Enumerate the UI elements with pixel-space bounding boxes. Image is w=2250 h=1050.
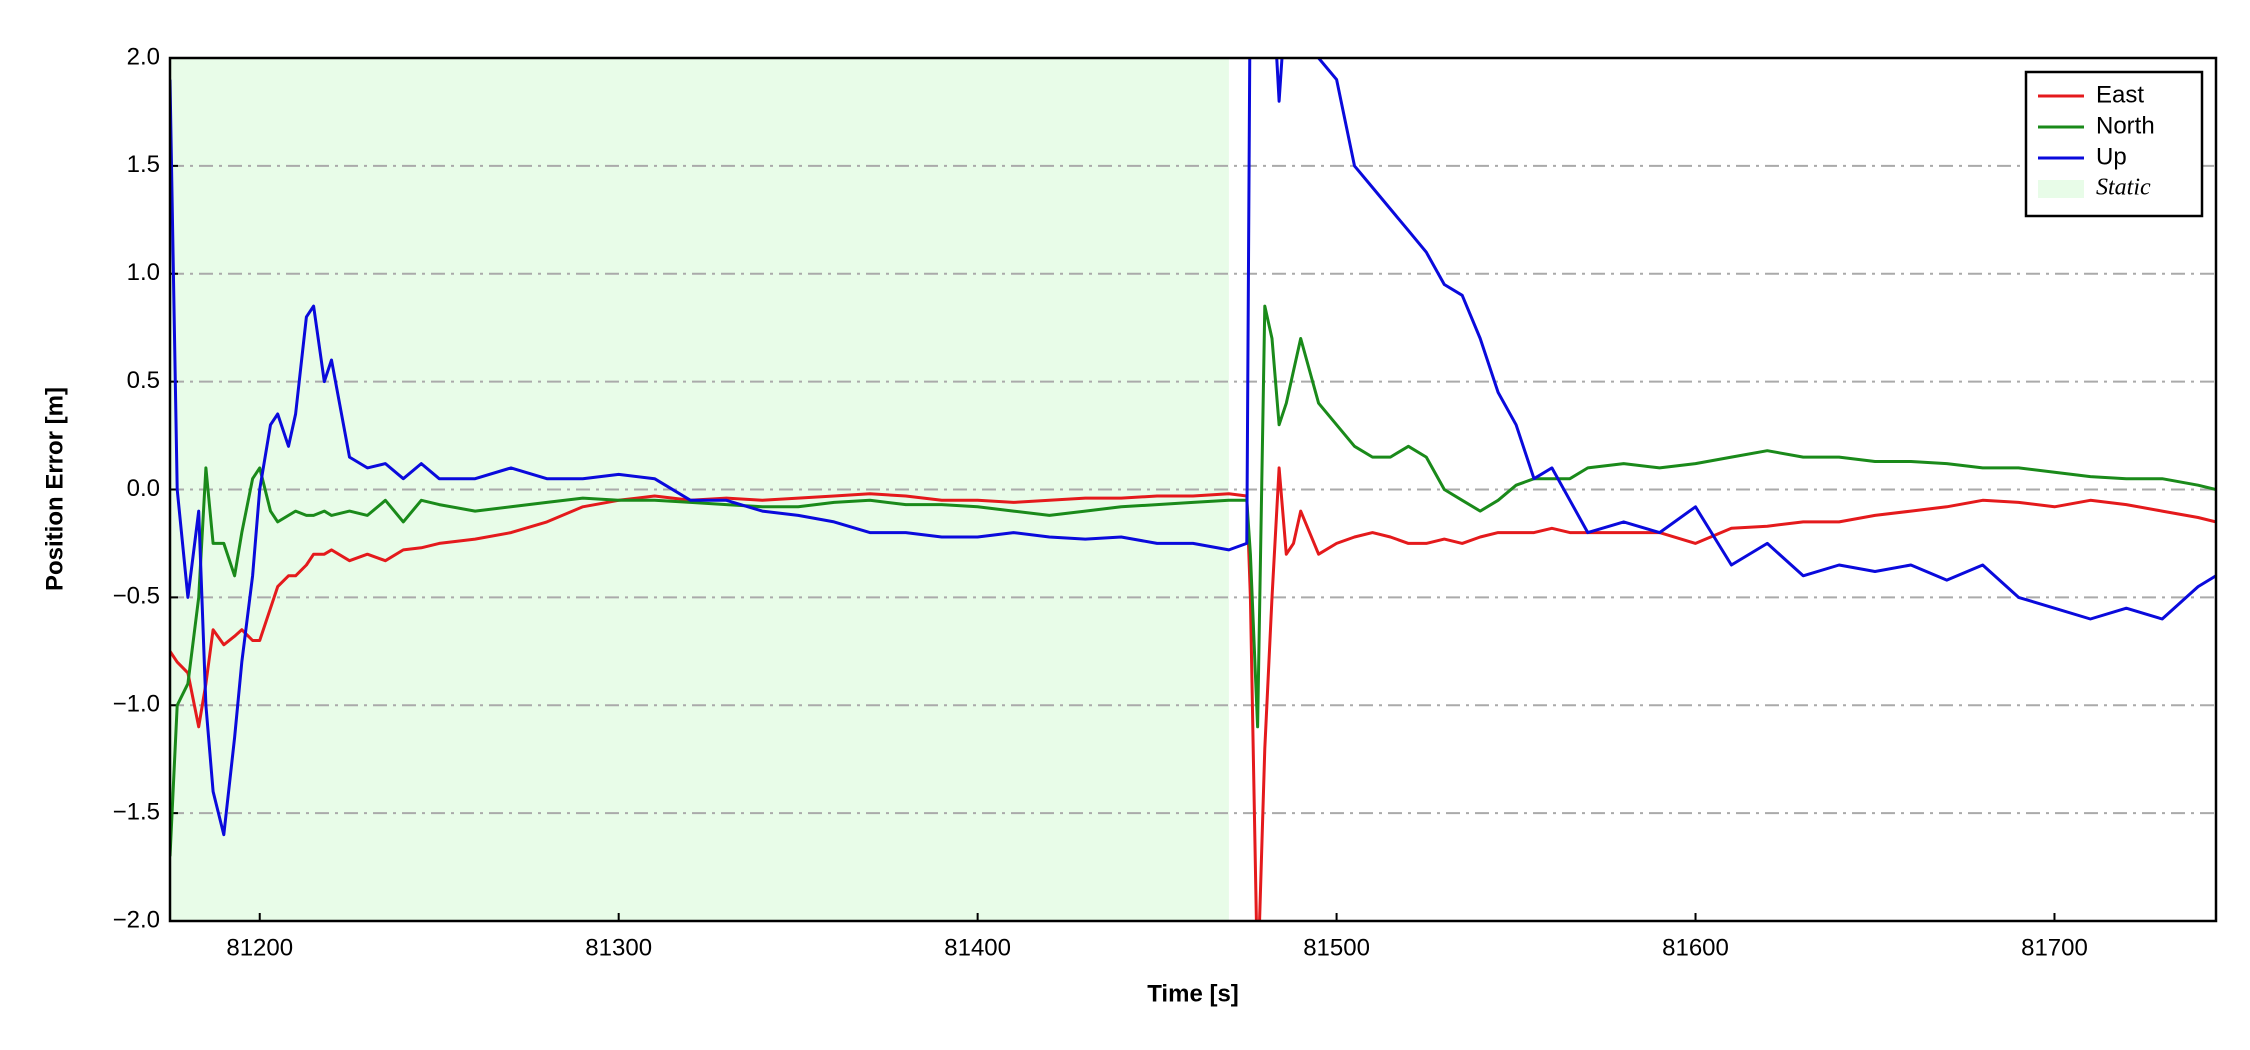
y-axis-title: Position Error [m] (41, 387, 68, 591)
y-tick-label: −1.5 (113, 798, 160, 825)
y-tick-label: 0.0 (127, 475, 160, 502)
legend-label: North (2096, 112, 2155, 139)
y-tick-label: 2.0 (127, 43, 160, 70)
y-tick-label: 0.5 (127, 367, 160, 394)
x-tick-label: 81400 (944, 934, 1011, 961)
y-tick-label: 1.5 (127, 151, 160, 178)
y-tick-label: −1.0 (113, 691, 160, 718)
plot-lines (170, 58, 2216, 921)
x-axis-title: Time [s] (1147, 980, 1239, 1007)
y-tick-label: 1.0 (127, 259, 160, 286)
y-tick-label: −0.5 (113, 583, 160, 610)
legend-swatch (2038, 180, 2084, 198)
plot-frame (168, 56, 2218, 923)
data-line (170, 58, 2216, 837)
x-tick-label: 81200 (226, 934, 293, 961)
legend-label: East (2096, 81, 2144, 108)
x-tick-label: 81300 (585, 934, 652, 961)
x-tick-label: 81700 (2021, 934, 2088, 961)
data-line (170, 304, 2216, 857)
legend-label: Static (2096, 175, 2151, 201)
legend-label: Up (2096, 143, 2127, 170)
x-tick-label: 81500 (1303, 934, 1370, 961)
legend: East North Up Static (2024, 70, 2204, 218)
y-tick-label: −2.0 (113, 906, 160, 933)
x-tick-label: 81600 (1662, 934, 1729, 961)
data-line (170, 466, 2216, 921)
